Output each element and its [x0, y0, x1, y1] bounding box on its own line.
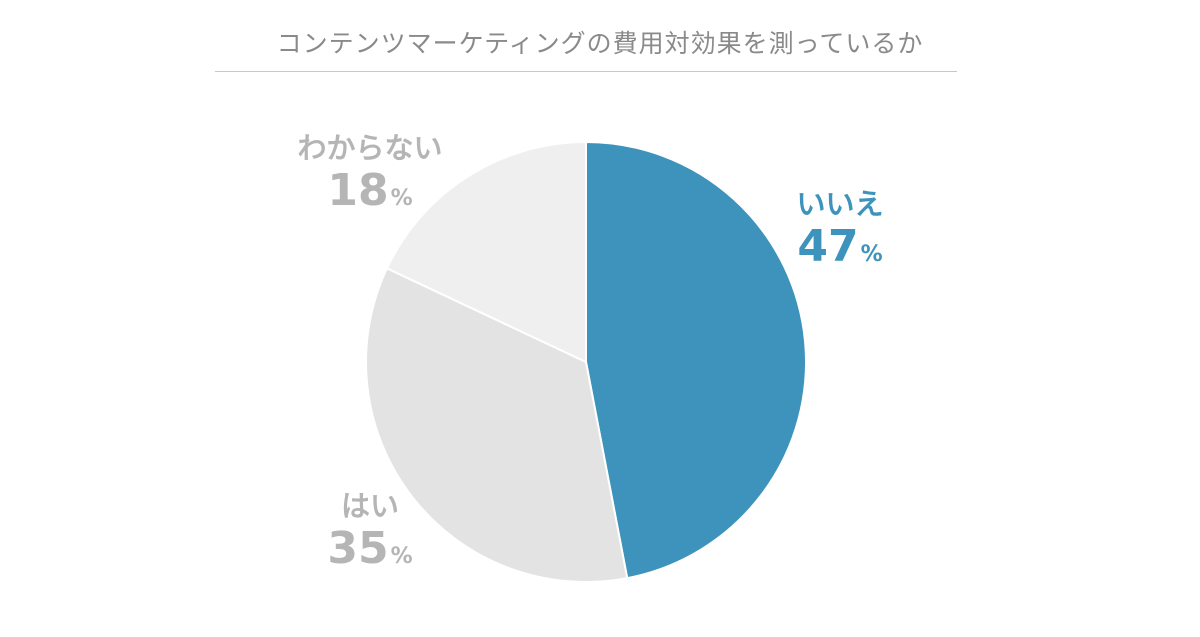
slice-label-category: いいえ [796, 187, 884, 221]
slice-label-percent: 47% [797, 221, 883, 272]
pie-slice-wakaranai [385, 140, 587, 364]
title-divider [215, 71, 957, 72]
slice-label-wakaranai: わからない 18% [280, 134, 460, 213]
slice-label-percent: 18% [327, 165, 413, 216]
slice-label-hai: はい 35% [315, 492, 425, 571]
slice-label-category: わからない [297, 131, 443, 165]
chart-title: コンテンツマーケティングの費用対効果を測っているか [276, 29, 924, 58]
slice-label-category: はい [340, 489, 399, 523]
slice-label-percent: 35% [327, 523, 413, 574]
pie-slice-hai [365, 266, 629, 583]
slice-label-iie: いいえ 47% [785, 190, 895, 269]
pie-slice-iie [585, 140, 807, 580]
